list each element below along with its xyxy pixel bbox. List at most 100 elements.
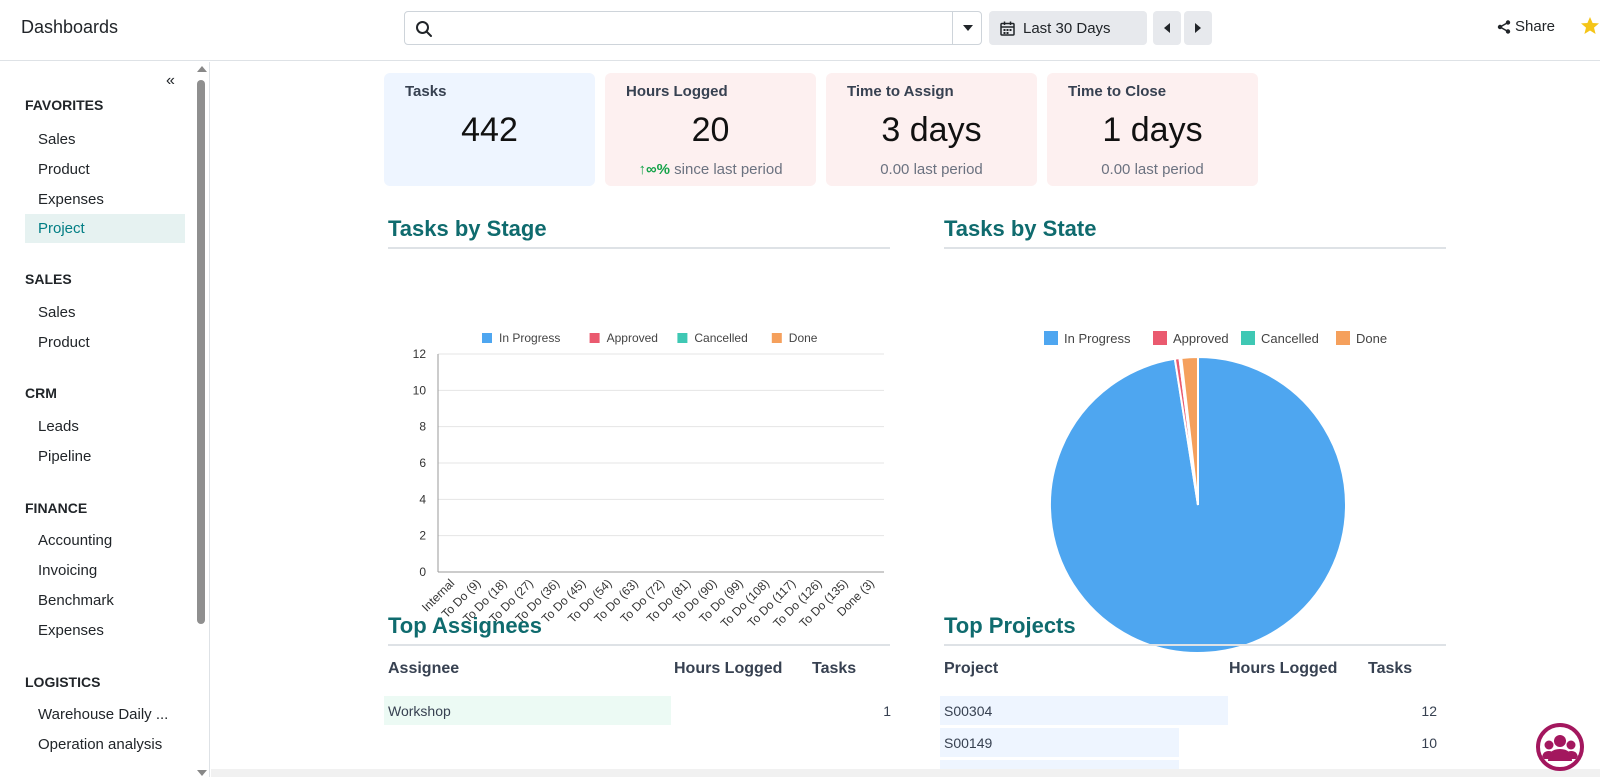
column-header-hours-logged[interactable]: Hours Logged bbox=[674, 660, 783, 677]
project-name: S00304 bbox=[944, 703, 993, 719]
horizontal-scrollbar[interactable] bbox=[211, 769, 1600, 777]
sidebar-item-favorites-sales[interactable]: Sales bbox=[38, 131, 76, 148]
sidebar-item-warehouse-daily[interactable]: Warehouse Daily ... bbox=[38, 706, 169, 723]
row-fill-bar bbox=[940, 696, 1228, 725]
sidebar-item-sales-product[interactable]: Product bbox=[38, 334, 90, 351]
sidebar-section-favorites: FAVORITES bbox=[25, 97, 104, 113]
y-tick-label: 8 bbox=[419, 420, 426, 434]
sidebar: « FAVORITES Sales Product Expenses Proje… bbox=[0, 62, 210, 777]
sidebar-item-operation-analysis[interactable]: Operation analysis bbox=[38, 736, 163, 753]
section-title-top-assignees: Top Assignees bbox=[388, 613, 543, 638]
legend-entry: In Progress bbox=[1044, 331, 1131, 346]
legend-swatch bbox=[677, 333, 688, 343]
column-header-project[interactable]: Project bbox=[944, 660, 999, 677]
legend-label: Done bbox=[1356, 331, 1387, 346]
kpi-card-time-to-close[interactable]: Time to Close 1 days 0.00 last period bbox=[1047, 73, 1258, 186]
legend-entry: Done bbox=[771, 331, 818, 345]
sidebar-item-leads[interactable]: Leads bbox=[38, 418, 79, 435]
sidebar-item-finance-expenses[interactable]: Expenses bbox=[38, 622, 104, 639]
kpi-card-hours-logged[interactable]: Hours Logged 20 ↑∞% since last period bbox=[605, 73, 816, 186]
y-tick-label: 4 bbox=[419, 492, 426, 506]
legend-entry: Cancelled bbox=[1241, 331, 1319, 346]
legend-swatch bbox=[1044, 331, 1058, 345]
legend-label: Cancelled bbox=[1261, 331, 1319, 346]
legend-entry: Approved bbox=[589, 331, 658, 345]
legend-swatch bbox=[482, 333, 492, 343]
scroll-down-icon[interactable] bbox=[197, 770, 207, 776]
help-chat-bubble-icon[interactable] bbox=[1536, 723, 1584, 771]
kpi-value: 20 bbox=[691, 111, 730, 149]
sidebar-item-sales-sales[interactable]: Sales bbox=[38, 304, 76, 321]
legend-entry: Cancelled bbox=[677, 331, 748, 345]
legend-entry: Done bbox=[1336, 331, 1387, 346]
section-title-tasks-by-stage: Tasks by Stage bbox=[388, 216, 547, 241]
kpi-card-tasks[interactable]: Tasks 442 bbox=[384, 73, 595, 186]
kpi-value: 1 days bbox=[1102, 111, 1203, 149]
sidebar-scroll-thumb[interactable] bbox=[197, 80, 205, 624]
legend-label: Approved bbox=[1173, 331, 1229, 346]
chevron-down-icon bbox=[962, 25, 973, 31]
sidebar-item-favorites-project[interactable]: Project bbox=[25, 214, 185, 243]
kpi-card-time-to-assign[interactable]: Time to Assign 3 days 0.00 last period bbox=[826, 73, 1037, 186]
legend-label: Approved bbox=[607, 331, 658, 345]
legend-entry: In Progress bbox=[482, 331, 560, 345]
date-range-label: Last 30 Days bbox=[1023, 19, 1111, 37]
kpi-value: 3 days bbox=[881, 111, 982, 149]
legend-label: In Progress bbox=[1064, 331, 1131, 346]
kpi-comparison: 0.00 last period bbox=[880, 161, 983, 178]
section-title-top-projects: Top Projects bbox=[944, 613, 1076, 638]
scroll-up-icon[interactable] bbox=[197, 66, 207, 72]
previous-period-button[interactable] bbox=[1153, 11, 1181, 45]
legend-entry: Approved bbox=[1153, 331, 1229, 346]
star-icon[interactable] bbox=[1580, 16, 1600, 36]
column-header-tasks[interactable]: Tasks bbox=[1368, 660, 1413, 677]
search-options-toggle[interactable] bbox=[952, 12, 982, 44]
column-header-hours-logged[interactable]: Hours Logged bbox=[1229, 660, 1338, 677]
column-header-assignee[interactable]: Assignee bbox=[388, 660, 460, 677]
y-tick-label: 2 bbox=[419, 529, 426, 543]
y-tick-label: 12 bbox=[413, 347, 427, 361]
search-box[interactable] bbox=[404, 11, 982, 45]
y-tick-label: 0 bbox=[419, 565, 426, 579]
pie-slice bbox=[1180, 355, 1199, 506]
sidebar-scrollbar[interactable] bbox=[195, 62, 207, 777]
kpi-title: Tasks bbox=[405, 83, 447, 100]
dashboard-content: Tasks 442 Hours Logged 20 ↑∞% since last… bbox=[211, 62, 1600, 777]
assignee-name: Workshop bbox=[388, 703, 451, 719]
caret-right-icon bbox=[1195, 23, 1201, 33]
sidebar-item-pipeline[interactable]: Pipeline bbox=[38, 448, 92, 465]
sidebar-item-favorites-expenses[interactable]: Expenses bbox=[38, 191, 104, 208]
sidebar-item-favorites-product[interactable]: Product bbox=[38, 161, 90, 178]
section-divider bbox=[388, 247, 890, 249]
tasks-by-stage-chart[interactable]: In Progress Approved Cancelled Done 0 2 4 6 8 10 1… bbox=[384, 257, 904, 652]
legend-label: Cancelled bbox=[694, 331, 747, 345]
share-label: Share bbox=[1515, 18, 1556, 35]
legend-swatch bbox=[589, 333, 600, 343]
sidebar-item-invoicing[interactable]: Invoicing bbox=[38, 562, 98, 579]
next-period-button[interactable] bbox=[1184, 11, 1212, 45]
sidebar-item-accounting[interactable]: Accounting bbox=[38, 532, 113, 549]
legend-swatch bbox=[1241, 331, 1255, 345]
legend-swatch bbox=[1336, 331, 1350, 345]
date-range-button[interactable]: Last 30 Days bbox=[989, 11, 1147, 45]
trend-up-indicator: ↑∞% bbox=[638, 161, 670, 178]
share-icon bbox=[1497, 19, 1511, 34]
project-tasks: 10 bbox=[1421, 735, 1437, 751]
section-divider bbox=[944, 644, 1446, 646]
section-divider bbox=[944, 247, 1446, 249]
column-header-tasks[interactable]: Tasks bbox=[812, 660, 857, 677]
search-input[interactable] bbox=[443, 16, 953, 40]
collapse-sidebar-button[interactable]: « bbox=[166, 72, 175, 89]
kpi-comparison-text: since last period bbox=[674, 161, 783, 178]
kpi-title: Hours Logged bbox=[626, 83, 728, 100]
project-tasks: 12 bbox=[1421, 703, 1437, 719]
share-button[interactable]: Share bbox=[1497, 18, 1555, 35]
row-fill-bar bbox=[940, 728, 1179, 757]
project-name: S00149 bbox=[944, 735, 993, 751]
tasks-by-state-chart[interactable]: In Progress Approved Cancelled Done bbox=[944, 257, 1446, 667]
sidebar-section-logistics: LOGISTICS bbox=[25, 674, 101, 690]
sidebar-section-crm: CRM bbox=[25, 385, 57, 401]
sidebar-item-benchmark[interactable]: Benchmark bbox=[38, 592, 114, 609]
kpi-comparison: 0.00 last period bbox=[1101, 161, 1204, 178]
y-tick-label: 10 bbox=[413, 383, 427, 397]
